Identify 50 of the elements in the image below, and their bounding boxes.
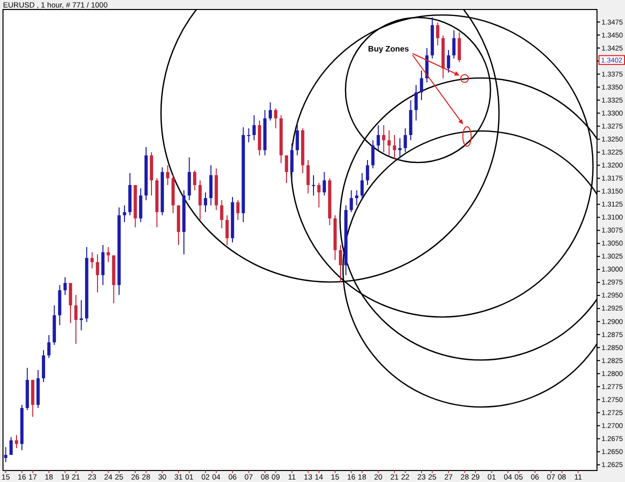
annotation: Buy Zones <box>368 44 410 54</box>
candlestick <box>122 204 126 223</box>
candlestick <box>382 124 386 153</box>
candlestick <box>355 190 358 206</box>
candlestick <box>47 334 51 358</box>
candlestick <box>68 282 72 324</box>
candlestick <box>360 172 364 201</box>
candlestick <box>42 350 46 382</box>
candlestick <box>106 246 110 263</box>
candlestick <box>204 192 208 213</box>
candlestick <box>236 200 240 220</box>
candlestick <box>63 276 67 296</box>
candlestick <box>4 446 8 463</box>
candlestick <box>296 122 299 156</box>
candlestick <box>80 300 83 331</box>
candlestick <box>225 214 229 246</box>
candlestick <box>371 140 375 169</box>
candlestick <box>338 244 342 282</box>
candlestick <box>322 172 326 196</box>
candlestick <box>458 32 461 63</box>
candlestick <box>366 160 370 186</box>
candlestick <box>274 108 278 129</box>
candlestick <box>268 102 272 121</box>
candlestick <box>247 128 250 143</box>
candlestick <box>290 142 294 181</box>
candlestick <box>198 180 202 220</box>
candlestick <box>452 30 456 59</box>
candlestick <box>9 436 13 456</box>
candlestick <box>220 200 224 229</box>
candlestick <box>387 130 391 156</box>
candlestick <box>139 188 142 223</box>
candlestick <box>317 182 321 208</box>
candlestick <box>166 164 170 186</box>
candlestick <box>101 244 105 286</box>
candlestick <box>436 22 440 46</box>
candlestick <box>306 160 310 194</box>
candlestick <box>74 294 78 344</box>
candlestick <box>350 190 353 213</box>
candlestick <box>188 156 191 201</box>
candlestick <box>414 84 418 121</box>
candlestick <box>312 174 316 196</box>
candlestick <box>193 170 196 191</box>
candlestick <box>376 124 380 151</box>
candlestick <box>96 254 100 293</box>
candlestick <box>284 154 288 184</box>
candlestick <box>252 114 256 141</box>
candlestick <box>420 70 424 101</box>
candlestick <box>209 164 213 206</box>
candlestick <box>446 50 450 74</box>
candlestick <box>404 128 407 153</box>
